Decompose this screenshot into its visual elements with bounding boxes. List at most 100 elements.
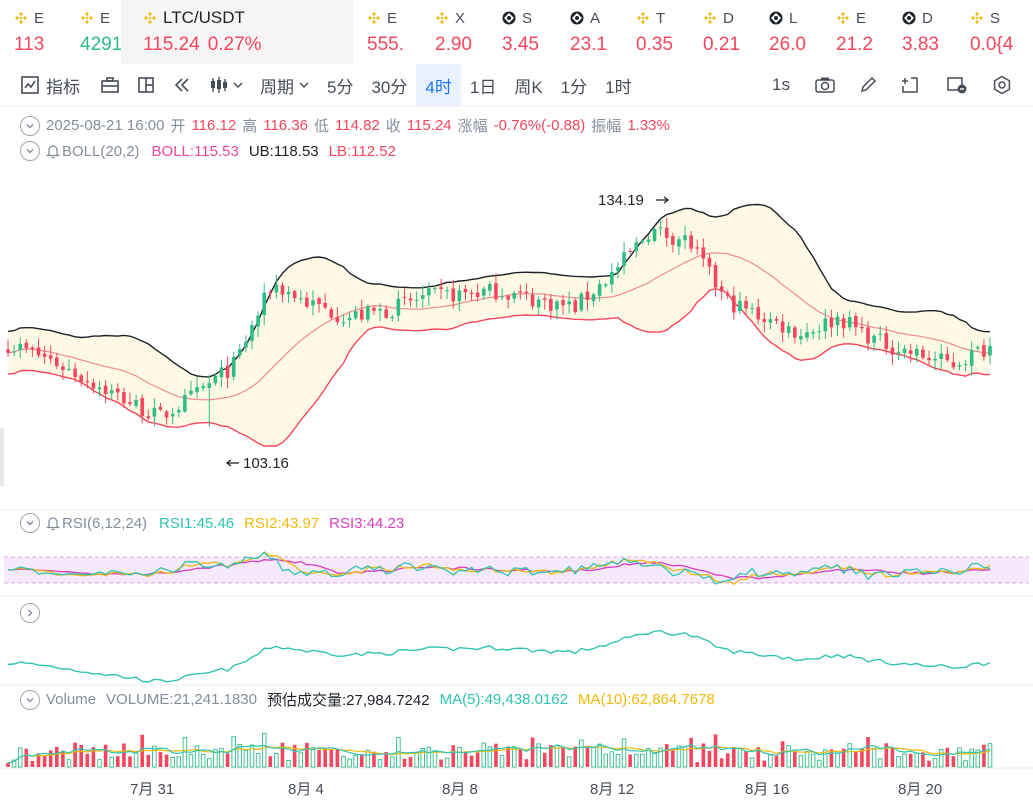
candle (73, 362, 77, 383)
candle (341, 314, 346, 327)
bell-icon[interactable] (46, 143, 60, 159)
candle (945, 346, 950, 363)
volume-bar (957, 747, 962, 768)
chart-type-button[interactable] (200, 64, 252, 106)
candle (738, 291, 742, 315)
bnb-logo-icon (81, 12, 93, 24)
volume-bar (377, 759, 383, 768)
ticker-item[interactable]: A 23.1 (556, 0, 622, 64)
collapse-toggle[interactable] (20, 115, 40, 136)
candle (762, 312, 767, 333)
candle (280, 282, 285, 303)
ticker-item[interactable]: E 113 (0, 0, 66, 64)
volume-ma10-line (7, 745, 991, 764)
candle (298, 290, 303, 304)
rsi2-label: RSI2: (244, 514, 282, 532)
expand-toggle[interactable] (20, 603, 40, 623)
interval-tab[interactable]: 1日 (469, 77, 497, 97)
bnb-logo-icon (15, 12, 27, 24)
scroll-handle[interactable] (0, 428, 4, 486)
layout-button[interactable] (128, 64, 164, 106)
candle (664, 217, 669, 247)
volume-bar (188, 754, 194, 768)
date-axis-label: 8月 20 (898, 781, 943, 798)
candle (79, 373, 83, 387)
ticker-item[interactable]: S 3.45 (488, 0, 556, 64)
ticker-item[interactable]: E 21.2 (822, 0, 888, 64)
add-indicator-button[interactable] (892, 64, 928, 106)
candle (628, 248, 632, 254)
delete-drawings-button[interactable] (938, 64, 976, 106)
volume-bar (810, 753, 816, 768)
interval-tab[interactable]: 5分 (327, 77, 354, 97)
ticker-item[interactable]: X 2.90 (421, 0, 488, 64)
ticker-item[interactable]: E 555. (353, 0, 421, 64)
indicators-button[interactable]: 指标 (0, 64, 88, 106)
boll-name: BOLL(20,2) (62, 142, 140, 160)
volume-bar (73, 742, 77, 767)
ticker-item[interactable]: S 0.0{4 (956, 0, 1023, 64)
ticker-item[interactable]: D 3.83 (888, 0, 956, 64)
ticker-item[interactable]: E 4291 (66, 0, 121, 64)
ticker-item[interactable]: T 0.35 (622, 0, 689, 64)
volume-bar (335, 749, 340, 767)
volume-bar (439, 759, 443, 767)
bell-icon[interactable] (46, 515, 60, 531)
ticker-symbol: E (856, 9, 867, 27)
interval-tab[interactable]: 周K (514, 77, 543, 97)
volume-bar (469, 755, 474, 767)
candle (933, 351, 937, 371)
ticker-item[interactable]: L 26.0 (755, 0, 822, 64)
screenshot-button[interactable] (806, 64, 844, 106)
period-low-label: 103.16 (243, 455, 289, 472)
volume-bar (475, 752, 480, 767)
candle (457, 284, 462, 311)
volume-bar (768, 754, 773, 768)
candle (957, 361, 962, 371)
interval-tabs: 5分 30分 4时 1日 周K 1分 1时 (318, 64, 641, 106)
candle (445, 286, 449, 300)
volume-bar (816, 759, 822, 768)
coin-dark-icon (902, 11, 916, 25)
candle (36, 338, 41, 358)
date-axis-label: 8月 8 (442, 781, 478, 798)
volume-bar (384, 752, 388, 767)
volume-bar (841, 748, 846, 767)
candle (323, 293, 327, 310)
collapse-toggle[interactable] (20, 141, 40, 161)
drawing-tool-button[interactable] (92, 64, 128, 106)
collapse-toggle[interactable] (20, 513, 40, 533)
interval-tab[interactable]: 30分 (371, 77, 408, 97)
volume-bar (951, 756, 956, 767)
interval-tab[interactable]: 1时 (605, 77, 632, 97)
settings-button[interactable] (984, 64, 1020, 106)
volume-bar (591, 746, 596, 768)
volume-bar (633, 753, 639, 768)
ticker-item[interactable]: D 0.21 (689, 0, 755, 64)
volume-bar (176, 756, 182, 768)
briefcase-icon (101, 77, 119, 93)
period-dropdown[interactable]: 周期 (252, 64, 318, 106)
candle (518, 284, 523, 300)
ticker-active-ltc-usdt[interactable]: LTC/USDT 115.24 0.27% (121, 0, 353, 64)
ticker-symbol: E (387, 9, 398, 27)
draw-button[interactable] (850, 64, 886, 106)
candle (176, 406, 181, 418)
volume-bar (390, 756, 395, 768)
candle (786, 321, 791, 338)
interval-tab[interactable]: 4时 (416, 64, 461, 106)
interval-tab[interactable]: 1分 (560, 77, 588, 97)
replay-button[interactable] (164, 64, 200, 106)
ma5-label: MA(5): (439, 691, 485, 708)
indicator-line (7, 629, 991, 683)
change-value: -0.76%(-0.88) (493, 117, 586, 134)
refresh-rate-button[interactable]: 1s (764, 64, 798, 106)
chevron-down-icon (26, 697, 34, 702)
collapse-toggle[interactable] (20, 689, 40, 710)
bnb-logo-icon (144, 12, 156, 24)
volume-ma5-line (7, 744, 991, 764)
volume-bar (249, 744, 255, 768)
gear-icon (993, 75, 1011, 95)
camera-icon (815, 77, 835, 93)
